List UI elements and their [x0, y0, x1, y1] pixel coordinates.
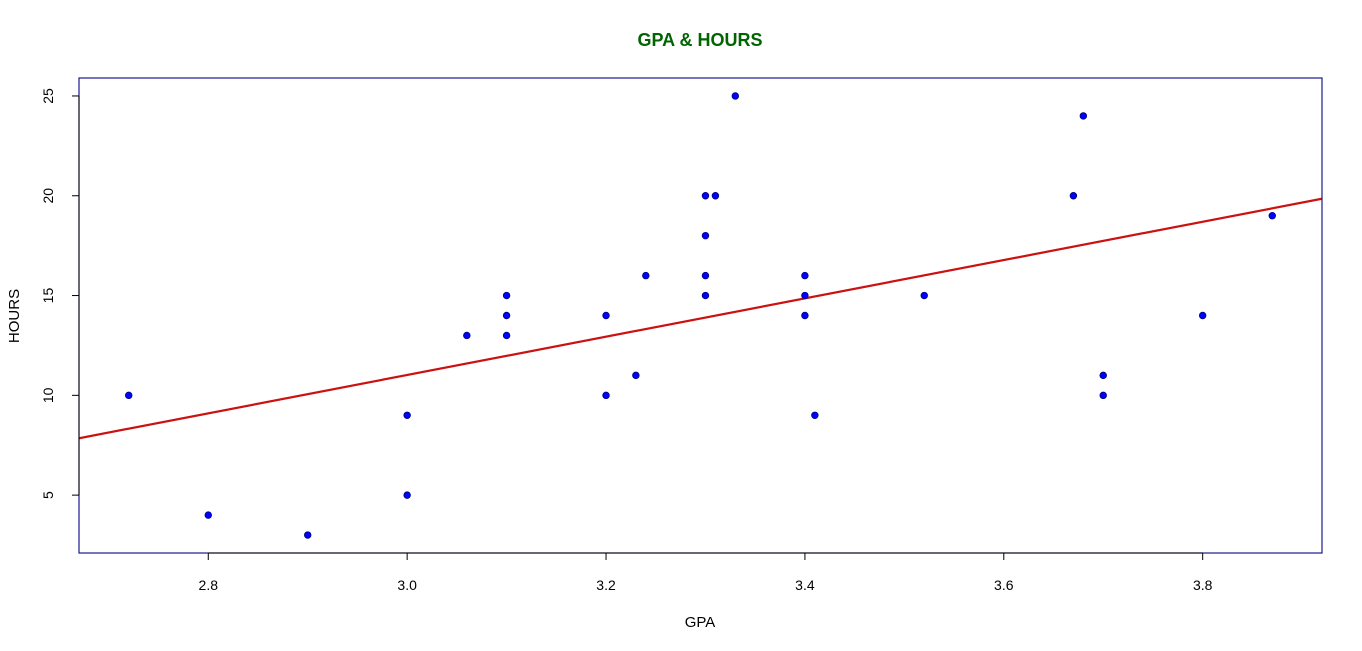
data-point	[502, 331, 511, 340]
data-point	[1099, 391, 1107, 400]
data-point	[403, 411, 411, 419]
plot-area	[79, 92, 1322, 539]
data-point	[1099, 371, 1107, 380]
data-point	[602, 391, 610, 400]
x-axis-label: GPA	[685, 614, 716, 631]
x-tick-label: 3.6	[994, 577, 1014, 593]
data-point	[502, 291, 511, 300]
data-point	[602, 311, 610, 320]
data-point	[801, 291, 809, 300]
data-point	[403, 491, 411, 499]
data-point	[701, 271, 710, 280]
data-point	[204, 511, 212, 519]
data-point	[920, 291, 928, 300]
trend-line	[79, 197, 1322, 440]
data-point	[1198, 311, 1207, 320]
data-point	[701, 231, 710, 240]
x-tick-label: 3.8	[1193, 577, 1213, 593]
data-point	[801, 311, 809, 320]
x-tick-label: 3.2	[596, 577, 616, 593]
plot-box	[78, 77, 1323, 554]
x-tick-label: 3.0	[397, 577, 417, 593]
data-point	[1079, 112, 1088, 120]
data-point	[701, 192, 710, 200]
data-point	[731, 92, 740, 100]
chart-title: GPA & HOURS	[637, 30, 762, 50]
y-tick-label: 5	[40, 491, 56, 499]
data-point	[701, 291, 710, 300]
data-point	[463, 331, 471, 340]
x-axis: 2.8 3.0 3.2 3.4 3.6 3.8	[199, 552, 1213, 593]
data-point	[1069, 192, 1078, 200]
y-tick-label: 10	[40, 387, 56, 403]
y-tick-label: 15	[40, 288, 56, 304]
x-tick-label: 2.8	[199, 577, 219, 593]
x-tick-label: 3.4	[795, 577, 815, 593]
data-point	[642, 271, 650, 280]
y-axis: 5 10 15 20 25	[40, 88, 80, 499]
y-tick-label: 20	[40, 188, 56, 204]
data-point	[632, 371, 640, 380]
data-point	[125, 391, 133, 400]
data-point	[801, 271, 809, 280]
data-point	[1268, 212, 1276, 220]
data-point	[304, 531, 312, 539]
y-tick-label: 25	[40, 88, 56, 104]
data-point	[811, 411, 819, 419]
data-point	[502, 311, 511, 320]
data-point	[711, 192, 720, 200]
y-axis-label: HOURS	[6, 289, 23, 343]
